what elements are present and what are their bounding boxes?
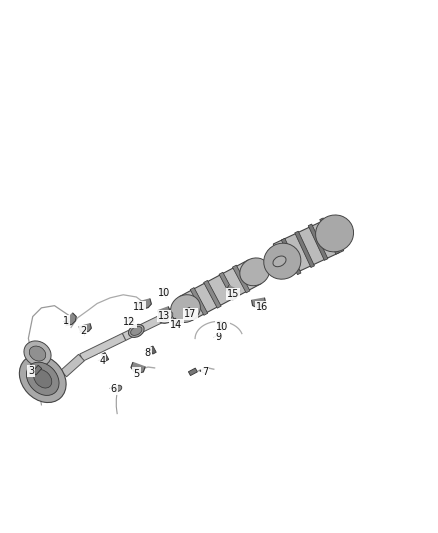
Polygon shape [122,312,169,341]
Polygon shape [186,308,193,316]
Polygon shape [101,352,109,361]
Ellipse shape [34,369,52,388]
Polygon shape [226,286,240,296]
Polygon shape [61,354,85,377]
Polygon shape [320,218,339,254]
Text: 13: 13 [158,311,170,321]
Ellipse shape [315,215,353,252]
Ellipse shape [158,309,175,324]
Polygon shape [165,294,205,320]
Polygon shape [32,365,42,375]
Text: 7: 7 [202,367,208,377]
Polygon shape [131,362,145,373]
Polygon shape [128,317,134,324]
Polygon shape [247,258,281,280]
Ellipse shape [114,385,122,391]
Polygon shape [281,238,301,274]
Polygon shape [308,224,328,261]
Polygon shape [188,368,198,376]
Text: 6: 6 [111,384,117,394]
Polygon shape [161,288,168,296]
Ellipse shape [131,326,142,335]
Ellipse shape [29,346,46,361]
Text: 1: 1 [63,317,69,326]
Polygon shape [64,313,76,325]
Ellipse shape [161,311,173,321]
Text: 10: 10 [158,288,170,298]
Ellipse shape [264,243,301,279]
Polygon shape [219,272,237,300]
Polygon shape [277,252,291,266]
Polygon shape [204,280,221,308]
Polygon shape [190,288,208,316]
Text: 15: 15 [227,289,239,300]
Text: 11: 11 [133,302,145,312]
Text: 4: 4 [99,356,106,366]
Text: 2: 2 [80,326,86,336]
Ellipse shape [240,258,269,286]
Ellipse shape [24,341,51,366]
Polygon shape [217,321,224,329]
Text: 3: 3 [28,366,34,376]
Text: 10: 10 [216,321,229,332]
Text: 14: 14 [170,320,183,330]
Ellipse shape [26,362,59,395]
Polygon shape [295,231,314,268]
Text: 17: 17 [184,309,197,319]
Polygon shape [149,346,156,354]
Polygon shape [79,324,91,333]
Polygon shape [332,222,347,240]
Polygon shape [179,260,261,320]
Ellipse shape [19,355,66,402]
Polygon shape [233,265,250,293]
Text: 8: 8 [145,348,151,358]
Polygon shape [273,218,343,276]
Polygon shape [252,298,265,308]
Text: 9: 9 [215,332,221,342]
Polygon shape [158,307,170,316]
Ellipse shape [171,295,200,322]
Polygon shape [138,299,151,309]
Polygon shape [80,333,126,361]
Ellipse shape [128,325,144,337]
Text: 12: 12 [123,317,135,327]
Polygon shape [172,318,179,326]
Ellipse shape [273,256,286,266]
Text: 16: 16 [256,302,268,312]
Text: 5: 5 [133,368,139,378]
